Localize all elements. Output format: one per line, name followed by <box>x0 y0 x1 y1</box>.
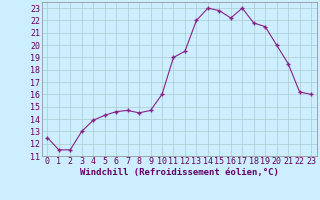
X-axis label: Windchill (Refroidissement éolien,°C): Windchill (Refroidissement éolien,°C) <box>80 168 279 177</box>
